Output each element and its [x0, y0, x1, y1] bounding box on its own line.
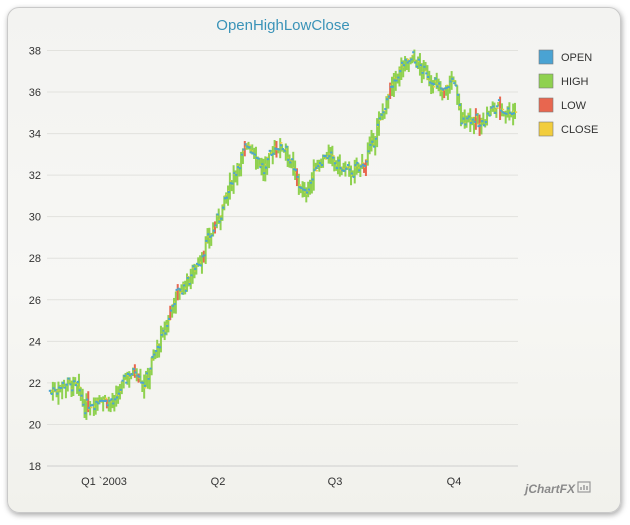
y-tick-label: 20	[29, 419, 41, 431]
chart-title: OpenHighLowClose	[216, 17, 349, 34]
y-tick-label: 32	[29, 170, 41, 182]
jchartfx-logo: jChartFX	[523, 482, 576, 496]
y-tick-label: 28	[29, 253, 41, 265]
legend-swatch	[538, 97, 554, 113]
ohlc-bar	[499, 103, 505, 117]
ohlc-bar	[494, 107, 499, 118]
legend-item-open[interactable]: OPEN	[538, 49, 592, 65]
ohlc-bar	[359, 153, 365, 170]
legend-label: OPEN	[561, 52, 592, 64]
ohlc-bar	[430, 80, 436, 94]
legend-swatch	[538, 49, 554, 65]
ohlc-bar	[404, 58, 410, 71]
ohlc-bar	[512, 102, 518, 119]
ohlc-bar	[313, 162, 318, 172]
legend-item-high[interactable]: HIGH	[538, 73, 589, 89]
x-tick-label: Q1 `2003	[81, 476, 127, 488]
x-axis-labels: Q1 `2003 Q2 Q3 Q4	[81, 476, 461, 488]
y-tick-label: 26	[29, 295, 41, 307]
ohlc-bars	[48, 49, 518, 420]
y-tick-label: 30	[29, 212, 41, 224]
y-tick-label: 22	[29, 378, 41, 390]
ohlc-bar	[87, 400, 93, 416]
grid	[47, 49, 518, 425]
y-tick-label: 18	[29, 461, 41, 473]
y-tick-label: 24	[29, 336, 41, 348]
ohlc-bar	[330, 145, 335, 167]
legend-label: LOW	[561, 100, 587, 112]
ohlc-bar	[184, 273, 190, 292]
legend-item-low[interactable]: LOW	[538, 97, 587, 113]
x-tick-label: Q4	[447, 476, 462, 488]
legend-swatch	[538, 73, 554, 89]
x-tick-label: Q3	[328, 476, 343, 488]
x-tick-label: Q2	[211, 476, 226, 488]
legend[interactable]: OPEN HIGH LOW CLOSE	[538, 49, 598, 137]
legend-label: CLOSE	[561, 124, 598, 136]
y-axis-labels: 18 20 22 24 26 28 30 32 34 36 38	[29, 45, 41, 473]
y-tick-label: 38	[29, 45, 41, 57]
ohlc-bar	[296, 173, 302, 195]
legend-item-close[interactable]: CLOSE	[538, 121, 598, 137]
y-tick-label: 36	[29, 87, 41, 99]
ohlc-bar	[278, 138, 283, 159]
legend-label: HIGH	[561, 76, 589, 88]
jchartfx-logo-icon	[577, 481, 591, 493]
y-tick-label: 34	[29, 129, 41, 141]
chart-frame	[7, 7, 621, 513]
legend-swatch	[538, 121, 554, 137]
